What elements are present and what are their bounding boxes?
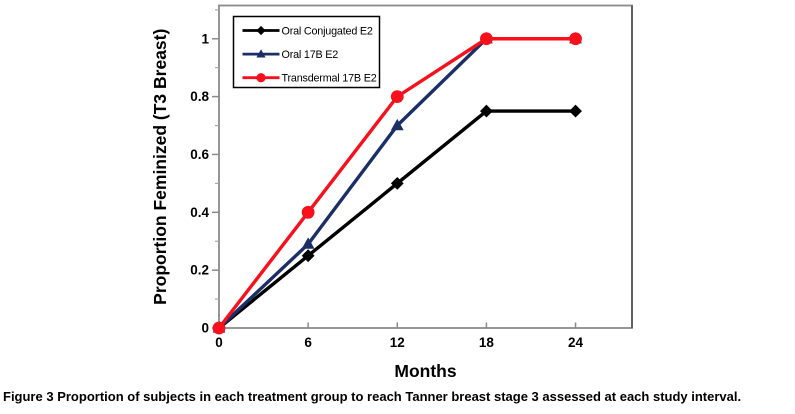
data-point-marker-transdermal-17b-e2 <box>569 32 582 46</box>
data-point-marker-oral-17b-e2 <box>390 118 404 131</box>
x-axis-tick-label: 0 <box>215 335 223 350</box>
legend-label: Transdermal 17B E2 <box>282 73 377 85</box>
legend-label: Oral 17B E2 <box>282 49 339 61</box>
y-axis-tick-label: 0.6 <box>190 147 209 162</box>
y-axis-tick-label: 0.4 <box>190 205 209 220</box>
data-point-marker-transdermal-17b-e2 <box>212 321 226 335</box>
data-point-marker-oral-conjugated-e2 <box>301 249 315 263</box>
line-chart: 0 0.2 0.4 0.6 0.8 1 0 6 12 18 24 Months Proportion F… <box>150 4 633 381</box>
figure-caption-text: Proportion of subjects in each treatment… <box>57 389 742 404</box>
x-axis-tick-label: 18 <box>479 335 495 350</box>
y-axis-tick-label: 0.8 <box>190 89 209 104</box>
data-point-marker-transdermal-17b-e2 <box>301 205 315 219</box>
y-axis-tick-label: 0 <box>201 321 209 336</box>
legend-marker-circle <box>256 73 266 83</box>
legend-marker-triangle <box>256 49 266 58</box>
data-point-marker-oral-conjugated-e2 <box>569 104 582 118</box>
series-transdermal-17b-e2 <box>212 32 582 335</box>
x-axis-title: Months <box>394 361 456 381</box>
x-axis-tick-label: 6 <box>304 335 312 350</box>
legend-entry-oral-17b-e2 <box>242 49 280 58</box>
figure-caption: Figure 3 Proportion of subjects in each … <box>0 386 795 405</box>
legend-label: Oral Conjugated E2 <box>282 26 373 38</box>
figure-caption-label: Figure 3 <box>3 389 54 404</box>
x-axis-tick-label: 24 <box>568 335 584 350</box>
legend-marker-diamond <box>256 25 266 36</box>
data-point-marker-oral-conjugated-e2 <box>390 176 404 190</box>
data-point-marker-transdermal-17b-e2 <box>480 32 493 46</box>
data-point-marker-oral-conjugated-e2 <box>480 104 493 118</box>
data-point-marker-oral-17b-e2 <box>301 237 315 249</box>
data-point-marker-transdermal-17b-e2 <box>390 90 404 104</box>
legend-entry-oral-conjugated-e2 <box>242 25 280 36</box>
y-axis-tick-label: 0.2 <box>190 263 209 278</box>
legend-entry-transdermal-17b-e2 <box>242 73 280 83</box>
y-axis-title: Proportion Feminized (T3 Breast) <box>150 29 170 305</box>
x-axis-tick-label: 12 <box>390 335 405 350</box>
y-axis-tick-label: 1 <box>201 31 209 46</box>
series-oral-conjugated-e2 <box>212 104 582 335</box>
